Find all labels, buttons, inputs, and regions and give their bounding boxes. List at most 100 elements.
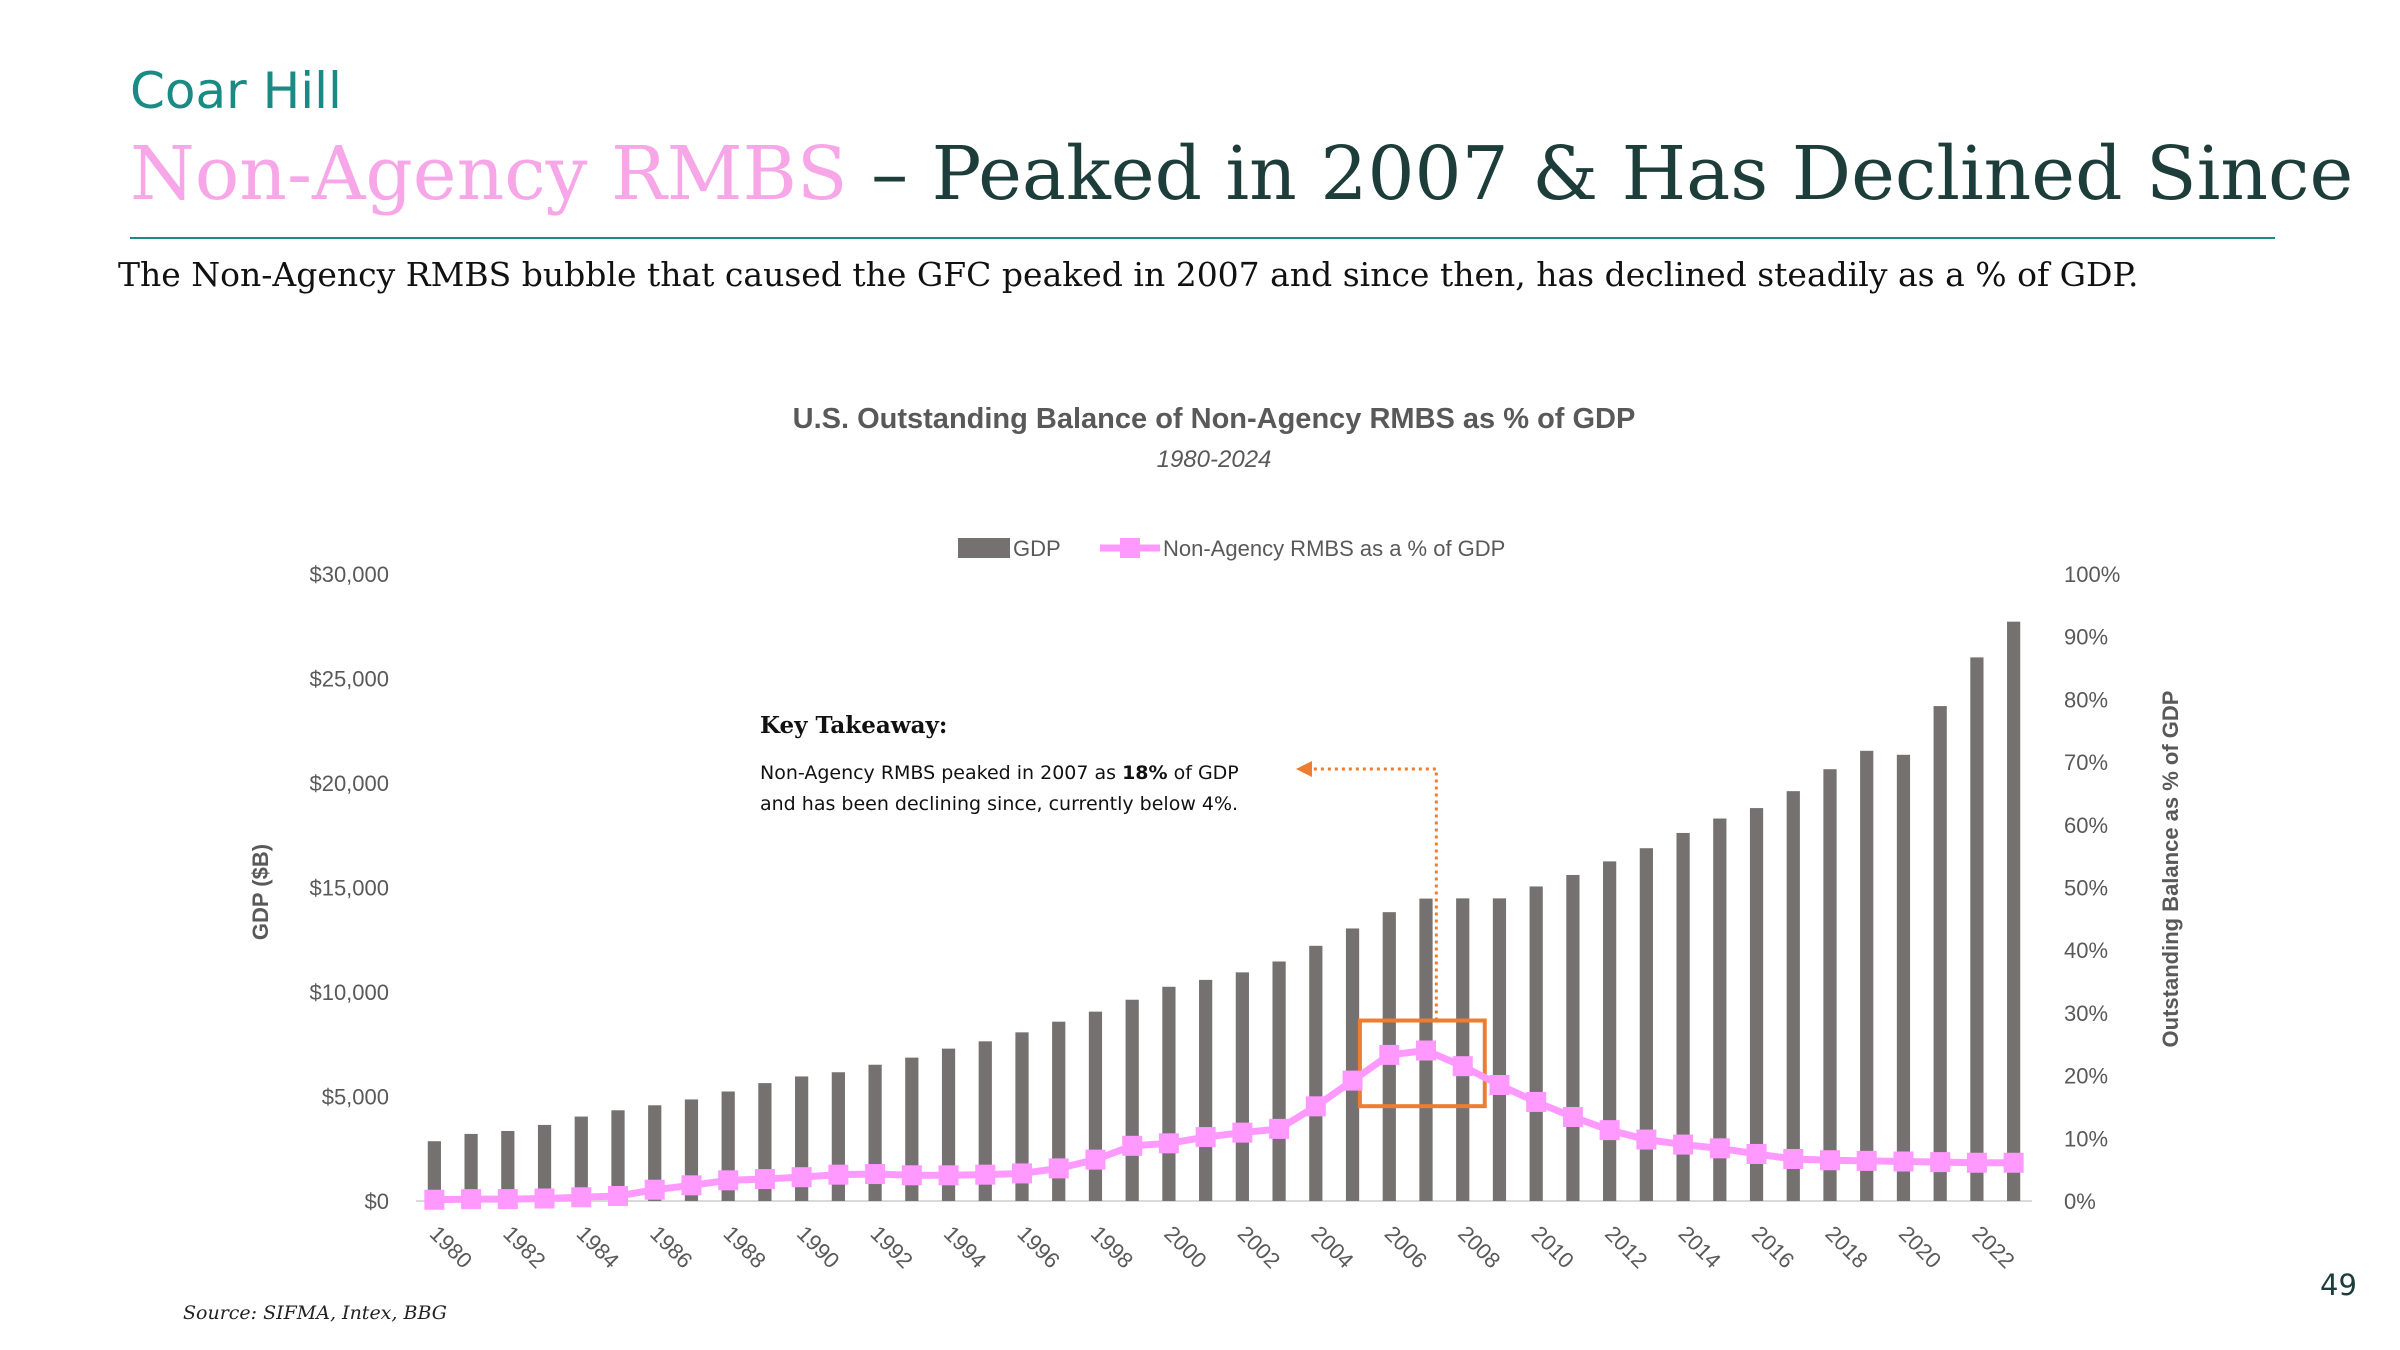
y-tick-label: $20,000 — [309, 771, 389, 796]
annotation-line-1-prefix: Non-Agency RMBS peaked in 2007 as — [760, 762, 1123, 784]
gdp-bar-2016 — [1749, 808, 1764, 1201]
y2-tick-label: 20% — [2064, 1064, 2108, 1089]
x-tick-label: 1986 — [645, 1221, 697, 1273]
gdp-bar-2010 — [1529, 886, 1543, 1201]
x-tick-label: 2004 — [1306, 1221, 1358, 1273]
gdp-bar-2014 — [1676, 832, 1690, 1201]
annotation-line-2: and has been declining since, currently … — [760, 793, 1239, 815]
rmbs-point-1997 — [1048, 1158, 1069, 1179]
gdp-bar-2013 — [1639, 848, 1653, 1201]
x-tick-label: 2016 — [1747, 1221, 1799, 1273]
x-tick-label: 1998 — [1086, 1221, 1138, 1273]
rmbs-point-1982 — [497, 1189, 518, 1210]
gdp-bar-2008 — [1456, 898, 1470, 1201]
callout-arrow-line — [1310, 767, 1438, 1021]
x-tick-label: 1980 — [425, 1221, 477, 1273]
rmbs-point-1993 — [901, 1165, 922, 1186]
x-tick-label: 1992 — [866, 1221, 918, 1273]
y2-tick-label: 70% — [2064, 750, 2108, 775]
title-highlight: Non-Agency RMBS — [130, 131, 848, 217]
x-tick-label: 2006 — [1380, 1221, 1432, 1273]
gdp-bar-1985 — [611, 1110, 625, 1201]
gdp-bar-1986 — [648, 1105, 662, 1201]
peak-highlight — [1357, 1018, 1487, 1109]
gdp-bar-2019 — [1860, 750, 1874, 1201]
peak-highlight-box — [1357, 1018, 1487, 1109]
rmbs-point-1981 — [461, 1189, 482, 1210]
rmbs-point-2007 — [1416, 1040, 1436, 1061]
y-tick-label: $15,000 — [309, 876, 389, 901]
y-tick-label: $0 — [365, 1189, 389, 1214]
x-tick-label: 2010 — [1527, 1221, 1579, 1273]
y2-tick-label: 90% — [2064, 625, 2108, 650]
gdp-bar-2022 — [1970, 657, 1984, 1201]
y-tick-label: $5,000 — [322, 1085, 389, 1110]
rmbs-point-1994 — [938, 1165, 959, 1186]
rmbs-point-2004 — [1305, 1096, 1326, 1117]
rmbs-point-2022 — [1966, 1152, 1987, 1173]
gdp-bar-2005 — [1345, 928, 1360, 1201]
rmbs-point-1985 — [608, 1185, 628, 1206]
x-tick-label: 1982 — [498, 1221, 550, 1273]
y-axis-title: GDP ($B) — [248, 844, 273, 940]
legend-gdp-label: GDP — [1013, 536, 1061, 561]
rmbs-point-1991 — [828, 1164, 849, 1185]
y-axis-right: 0% 10% 20% 30% 40% 50% 60% 70% 80% 90% 100% — [2064, 562, 2120, 1214]
y2-tick-label: 80% — [2064, 687, 2108, 712]
annotation-body: Non-Agency RMBS peaked in 2007 as 18% of… — [760, 758, 1239, 820]
rmbs-point-2009 — [1489, 1075, 1510, 1096]
rmbs-line — [424, 1040, 2024, 1210]
legend-rmbs-marker — [1120, 538, 1140, 558]
rmbs-point-1987 — [681, 1175, 702, 1196]
rmbs-point-2005 — [1342, 1070, 1363, 1091]
y2-tick-label: 0% — [2064, 1189, 2096, 1214]
rmbs-point-1995 — [975, 1164, 996, 1185]
gdp-bar-1995 — [978, 1041, 992, 1201]
legend-rmbs-label: Non-Agency RMBS as a % of GDP — [1163, 536, 1505, 561]
rmbs-point-1992 — [865, 1164, 886, 1185]
y2-axis-title: Outstanding Balance as % of GDP — [2158, 691, 2183, 1048]
rmbs-point-2000 — [1158, 1133, 1179, 1154]
rmbs-point-1983 — [534, 1188, 555, 1209]
title-rest: – Peaked in 2007 & Has Declined Since — [847, 131, 2354, 217]
rmbs-point-1998 — [1085, 1149, 1106, 1170]
gdp-bar-2017 — [1786, 791, 1800, 1201]
x-tick-label: 1996 — [1012, 1221, 1064, 1273]
rmbs-point-1980 — [424, 1189, 445, 1210]
rmbs-point-2021 — [1930, 1152, 1951, 1173]
chart-subtitle: 1980-2024 — [1157, 446, 1272, 473]
y-tick-label: $30,000 — [309, 562, 389, 587]
x-tick-label: 2002 — [1233, 1221, 1285, 1273]
rmbs-point-2023 — [2003, 1152, 2024, 1173]
rmbs-point-2014 — [1673, 1134, 1694, 1155]
rmbs-point-2020 — [1893, 1151, 1914, 1172]
rmbs-point-2001 — [1195, 1127, 1216, 1148]
rmbs-point-2010 — [1526, 1091, 1547, 1112]
x-tick-label: 1984 — [572, 1221, 624, 1273]
rmbs-point-2017 — [1783, 1148, 1804, 1169]
gdp-bar-2001 — [1199, 979, 1213, 1201]
x-tick-label: 1990 — [792, 1221, 844, 1273]
rmbs-point-2019 — [1856, 1150, 1877, 1171]
gdp-bar-1994 — [941, 1048, 956, 1201]
y-tick-label: $25,000 — [309, 667, 389, 692]
annotation-line-1-suffix: of GDP — [1167, 762, 1239, 784]
gdp-bar-1984 — [574, 1116, 588, 1201]
gdp-bar-2012 — [1603, 861, 1617, 1201]
gdp-bar-1993 — [905, 1057, 919, 1201]
y2-tick-label: 50% — [2064, 876, 2108, 901]
y2-tick-label: 60% — [2064, 813, 2108, 838]
gdp-bar-1980 — [427, 1141, 441, 1201]
y2-tick-label: 30% — [2064, 1001, 2108, 1026]
rmbs-point-2013 — [1636, 1129, 1657, 1150]
rmbs-point-1988 — [718, 1170, 739, 1191]
rmbs-point-1996 — [1012, 1163, 1032, 1184]
annotation-heading: Key Takeaway: — [760, 712, 948, 739]
gdp-bar-2020 — [1896, 754, 1911, 1201]
chart-title: U.S. Outstanding Balance of Non-Agency R… — [793, 403, 1636, 435]
x-tick-label: 2000 — [1159, 1221, 1211, 1273]
callout-arrow-head — [1296, 761, 1312, 777]
rmbs-point-2018 — [1820, 1150, 1840, 1171]
rmbs-point-2002 — [1232, 1122, 1253, 1143]
